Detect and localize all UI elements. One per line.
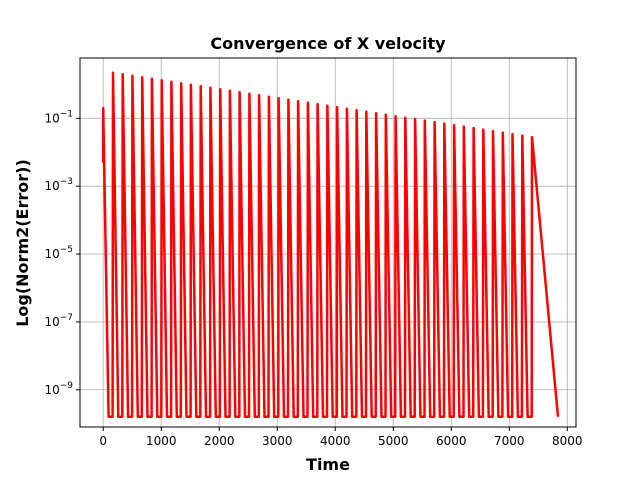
y-tick-label: 10−1 xyxy=(44,109,73,125)
x-tick-label: 4000 xyxy=(320,434,351,448)
plot-frame xyxy=(79,57,577,428)
y-tick-label: 10−9 xyxy=(44,381,73,397)
x-tick-label: 6000 xyxy=(436,434,467,448)
x-tick-label: 2000 xyxy=(204,434,235,448)
x-axis-label: Time xyxy=(306,455,350,474)
y-tick-label: 10−3 xyxy=(44,177,73,193)
x-tick-label: 7000 xyxy=(494,434,525,448)
x-tick-label: 5000 xyxy=(378,434,409,448)
series-line xyxy=(101,71,560,419)
x-tick-label: 0 xyxy=(99,434,107,448)
chart-title: Convergence of X velocity xyxy=(210,34,446,53)
y-axis-label: Log(Norm2(Error)) xyxy=(13,159,32,327)
x-tick-label: 8000 xyxy=(552,434,583,448)
y-tick-label: 10−7 xyxy=(44,313,73,329)
series-lines xyxy=(101,71,560,419)
y-axis-ticks: 10−9 10−7 10−5 10−3 10−1 xyxy=(44,109,80,397)
x-axis-ticks: 0 1000 2000 3000 4000 5000 6000 7000 8000 xyxy=(99,427,583,448)
y-tick-label: 10−5 xyxy=(44,245,73,261)
x-tick-label: 1000 xyxy=(146,434,177,448)
x-tick-label: 3000 xyxy=(262,434,293,448)
